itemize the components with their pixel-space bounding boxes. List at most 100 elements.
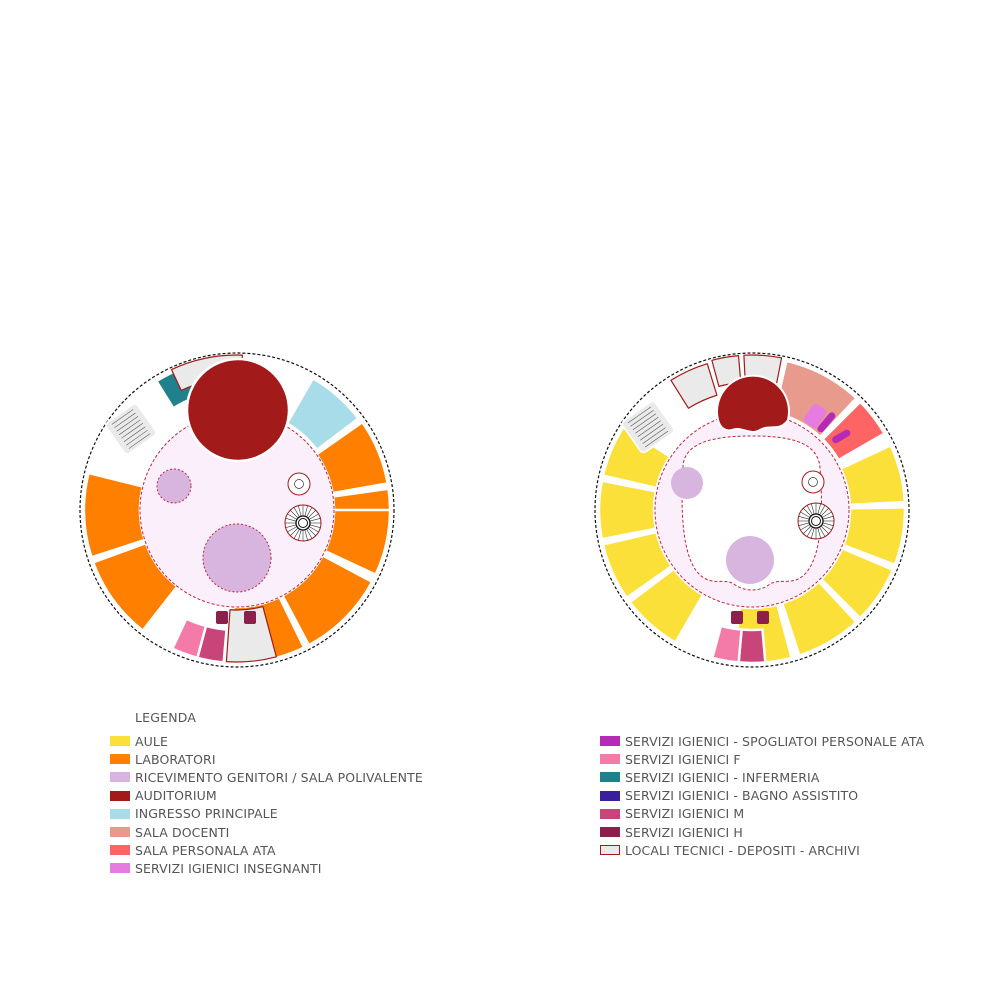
stair-step <box>308 513 319 521</box>
servizi-igienici-h <box>757 611 769 624</box>
stair-tread <box>118 419 141 435</box>
stair-step <box>287 513 298 521</box>
legend-swatch <box>110 808 130 819</box>
stair-step <box>298 505 302 518</box>
stair-tread <box>644 430 669 448</box>
building-outline <box>594 352 910 668</box>
aula-room <box>628 567 705 644</box>
legend-item: SERVIZI IGIENICI - BAGNO ASSISTITO <box>600 787 924 805</box>
legend-item: RICEVIMENTO GENITORI / SALA POLIVALENTE <box>110 768 423 786</box>
stair-tread <box>111 409 134 425</box>
stair-tread <box>121 423 144 439</box>
legend-swatch <box>600 754 620 765</box>
stair-step <box>798 522 811 526</box>
ingresso-principale <box>285 377 360 452</box>
servizi-igienici-h <box>731 611 743 624</box>
legend-label: SERVIZI IGIENICI - INFERMERIA <box>625 769 820 785</box>
ricevimento-genitori <box>202 523 272 593</box>
legend-label: SERVIZI IGIENICI F <box>625 751 741 767</box>
locale-tecnico <box>225 605 277 663</box>
legend-label: SERVIZI IGIENICI - SPOGLIATOI PERSONALE … <box>625 733 925 749</box>
sala-polivalente <box>156 468 192 504</box>
servizi-igienici-insegnanti <box>803 403 827 429</box>
stair-step <box>811 526 815 539</box>
legend-item: LOCALI TECNICI - DEPOSITI - ARCHIVI <box>600 841 924 859</box>
stair-step <box>290 510 299 519</box>
legend-item: LABORATORI <box>110 750 423 768</box>
legend-item: INGRESSO PRINCIPALE <box>110 805 423 823</box>
stair-step <box>800 511 811 519</box>
stair-step <box>818 526 826 537</box>
stair-step <box>798 516 811 520</box>
spogliatoi-personale-ata <box>832 429 851 444</box>
servizi-igienici-f <box>171 617 208 660</box>
legend-label: SERVIZI IGIENICI - BAGNO ASSISTITO <box>625 788 859 804</box>
stair-tread <box>639 423 664 441</box>
legend-label: SALA DOCENTI <box>135 824 230 840</box>
legend-label: SERVIZI IGIENICI H <box>625 824 743 840</box>
legend-swatch <box>110 754 130 765</box>
legend-swatch <box>600 772 620 783</box>
aula-room <box>781 580 858 657</box>
stair-step <box>308 525 319 533</box>
side-stairs <box>621 400 675 454</box>
legend-right-column: SERVIZI IGIENICI - SPOGLIATOI PERSONALE … <box>600 732 924 859</box>
stair-tread <box>642 427 666 444</box>
stair-step <box>305 507 313 518</box>
sala-personale-ata <box>821 400 886 462</box>
servizi-igienici-m <box>737 628 767 665</box>
stair-tread <box>114 412 136 429</box>
aula-room <box>842 506 907 567</box>
stair-step <box>821 511 832 519</box>
stair-step <box>806 526 814 537</box>
stair-tread <box>637 420 661 438</box>
side-stairs-box <box>621 400 675 454</box>
legend-label: SERVIZI IGIENICI INSEGNANTI <box>135 860 322 876</box>
legend-title: LEGENDA <box>135 710 197 725</box>
stair-step <box>821 522 834 526</box>
stair-tread <box>123 426 146 442</box>
first-floor-plan <box>594 352 910 668</box>
legend-label: AULE <box>135 733 168 749</box>
stair-step <box>800 523 811 531</box>
stair-tread <box>635 416 659 434</box>
deposito <box>670 363 718 409</box>
stair-tread <box>632 413 657 431</box>
stair-step <box>818 505 826 516</box>
legend-swatch <box>600 736 620 747</box>
legend-swatch <box>110 736 130 747</box>
stair-step <box>293 507 301 518</box>
legend-label: INGRESSO PRINCIPALE <box>135 806 278 822</box>
spogliatoi-personale-ata <box>817 412 836 433</box>
stair-step <box>803 508 812 517</box>
side-stairs-box <box>105 403 157 455</box>
lift-cabin <box>808 477 818 487</box>
stair-step <box>298 528 302 541</box>
stair-step <box>285 518 298 522</box>
stair-tread <box>116 416 139 432</box>
legend-label: SERVIZI IGIENICI M <box>625 806 745 822</box>
servizi-igienici-h <box>244 611 256 624</box>
stair-step <box>817 503 821 516</box>
auditorium <box>185 357 291 463</box>
legend-item: SERVIZI IGIENICI H <box>600 823 924 841</box>
stair-step <box>287 525 298 533</box>
aula-room <box>597 479 658 541</box>
legend-item: SERVIZI IGIENICI - SPOGLIATOI PERSONALE … <box>600 732 924 750</box>
legend-item: AULE <box>110 732 423 750</box>
legend-swatch <box>600 845 620 856</box>
stair-step <box>820 508 829 517</box>
stair-step <box>305 528 313 539</box>
ground-floor-plan <box>79 352 395 668</box>
legend-swatch <box>110 863 130 874</box>
stair-tread <box>630 410 654 427</box>
lift-shaft <box>801 470 825 494</box>
stair-tread <box>128 433 151 449</box>
legend-swatch <box>110 827 130 838</box>
lift-shaft <box>287 472 311 496</box>
legend-swatch <box>110 790 130 801</box>
stair-core-inner <box>298 518 308 528</box>
legend-label: SALA PERSONALA ATA <box>135 842 276 858</box>
legend-swatch <box>600 808 620 819</box>
stair-tread <box>627 406 652 424</box>
